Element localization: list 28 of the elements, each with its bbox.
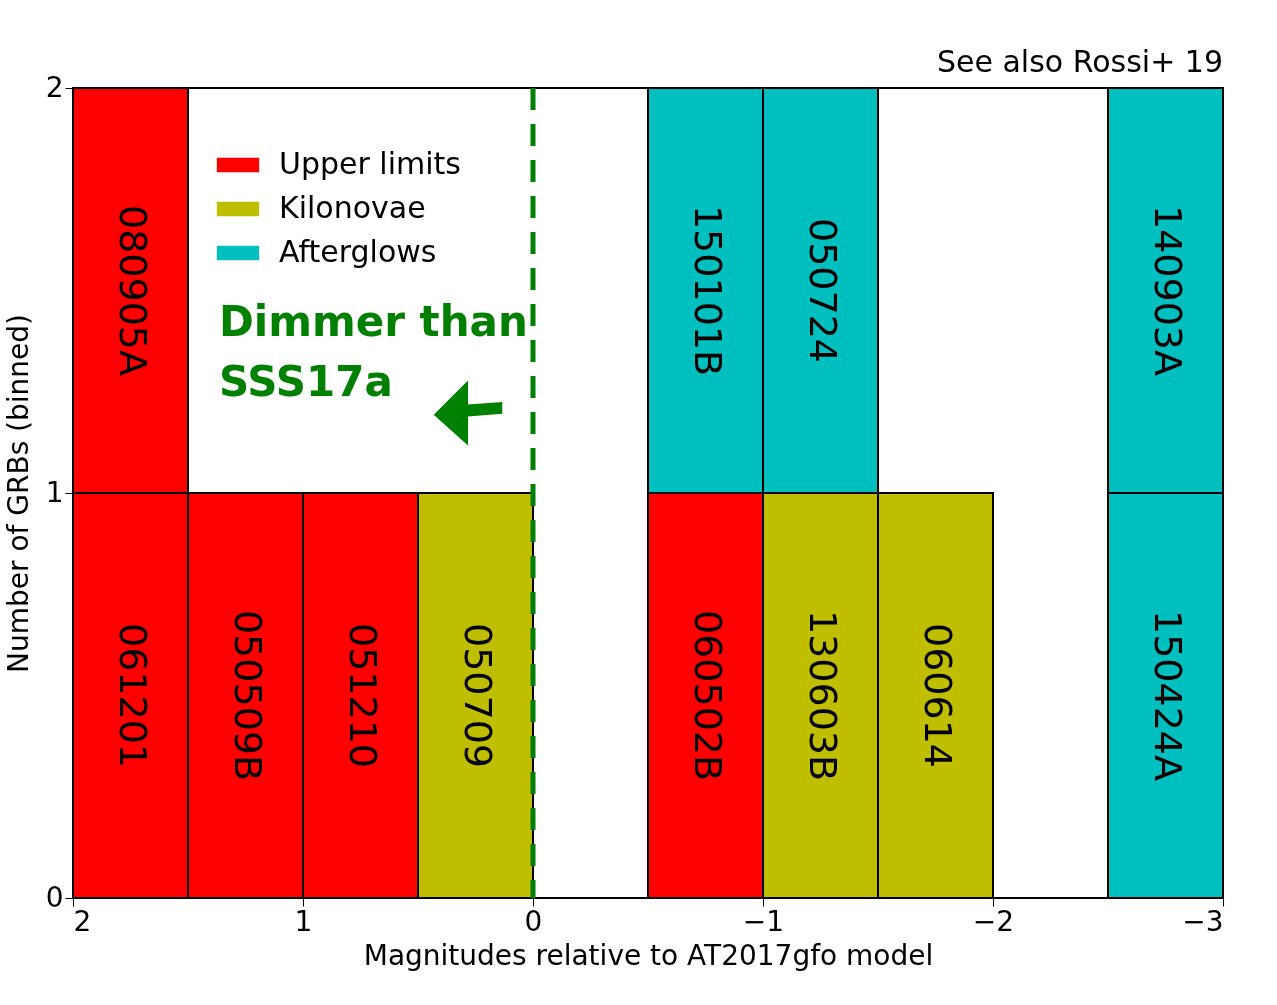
y-axis-title: Number of GRBs (binned) xyxy=(1,313,35,674)
legend-label: Afterglows xyxy=(279,234,437,269)
x-tick-label: 1 xyxy=(294,904,313,938)
y-tick-label: 2 xyxy=(45,70,64,104)
annotation: 050724 xyxy=(800,217,845,364)
annotation: 130603B xyxy=(800,609,845,782)
x-tick-label: −2 xyxy=(972,904,1015,938)
y-tick-label: 0 xyxy=(45,880,64,914)
annotation: 080905A xyxy=(110,204,155,377)
annotation: 060614 xyxy=(915,622,960,769)
annotation: 140903A xyxy=(1145,204,1190,377)
legend-label: Kilonovae xyxy=(279,190,426,225)
annotation: 060502B xyxy=(685,609,730,782)
x-tick-label: 2 xyxy=(73,904,92,938)
annotation: 050509B xyxy=(225,609,270,782)
y-tick-label: 1 xyxy=(45,475,64,509)
legend-label: Upper limits xyxy=(279,146,461,181)
annotation: 150101B xyxy=(685,204,730,377)
annotation: Dimmer than SSS17a xyxy=(219,297,528,406)
annotation: 150424A xyxy=(1145,609,1190,782)
x-tick-label: 0 xyxy=(524,904,543,938)
x-axis-title: Magnitudes relative to AT2017gfo model xyxy=(363,938,934,972)
annotation: 051210 xyxy=(340,622,385,769)
annotation: 050709 xyxy=(455,622,500,769)
x-tick-label: −1 xyxy=(742,904,785,938)
text: See also Rossi+ 19 xyxy=(936,44,1223,79)
annotation: 061201 xyxy=(110,622,155,769)
x-tick-label: −3 xyxy=(1182,904,1224,938)
